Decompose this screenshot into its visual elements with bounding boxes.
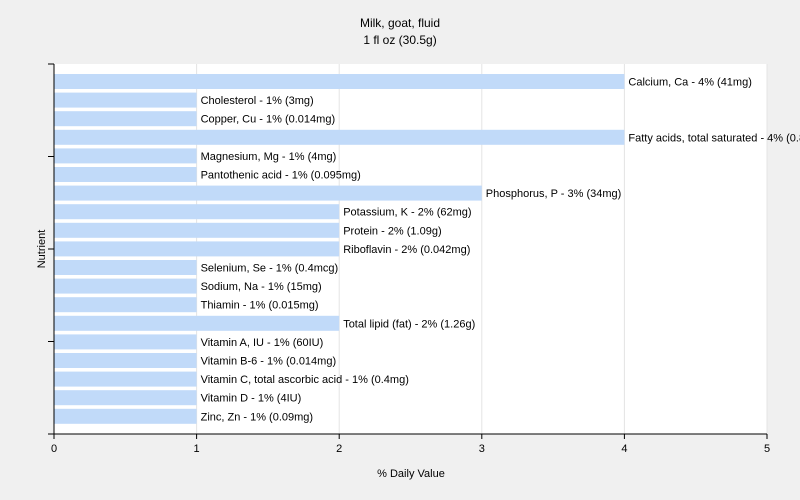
x-axis-label: % Daily Value <box>377 468 445 480</box>
bar <box>54 92 197 108</box>
x-tick-label: 0 <box>51 443 57 455</box>
chart-title: Milk, goat, fluid <box>360 16 440 30</box>
bar <box>54 148 197 164</box>
bar-data-label: Selenium, Se - 1% (0.4mcg) <box>201 263 339 275</box>
x-tick-label: 5 <box>764 443 770 455</box>
bar-data-label: Thiamin - 1% (0.015mg) <box>201 300 319 312</box>
axes: 0 1 2 3 4 5 <box>48 63 770 455</box>
bar <box>54 371 197 387</box>
bar-data-label: Protein - 2% (1.09g) <box>343 225 441 237</box>
bar-data-label: Riboflavin - 2% (0.042mg) <box>343 244 470 256</box>
bars <box>54 74 625 424</box>
bar <box>54 167 197 182</box>
bar <box>54 74 625 89</box>
bar <box>54 241 340 257</box>
bar-data-label: Vitamin B-6 - 1% (0.014mg) <box>201 356 337 368</box>
y-axis-label: Nutrient <box>36 230 48 269</box>
bar <box>54 315 340 331</box>
bar-data-label: Copper, Cu - 1% (0.014mg) <box>201 114 336 126</box>
bar <box>54 222 340 238</box>
bar-data-label: Zinc, Zn - 1% (0.09mg) <box>201 411 313 423</box>
bar-data-label: Fatty acids, total saturated - 4% (0.813… <box>628 132 800 144</box>
bar-data-label: Vitamin D - 1% (4IU) <box>201 393 302 405</box>
bar-data-label: Calcium, Ca - 4% (41mg) <box>628 77 751 89</box>
x-tick-label: 4 <box>621 443 627 455</box>
bar <box>54 408 197 424</box>
bar <box>54 353 197 368</box>
bar <box>54 390 197 406</box>
bar-data-label: Magnesium, Mg - 1% (4mg) <box>201 151 337 163</box>
bar <box>54 129 625 145</box>
bar-labels: Calcium, Ca - 4% (41mg) Cholesterol - 1% … <box>201 77 800 424</box>
bar <box>54 334 197 350</box>
bar <box>54 278 197 294</box>
bar-data-label: Sodium, Na - 1% (15mg) <box>201 281 322 293</box>
x-tick-label: 1 <box>194 443 200 455</box>
bar-data-label: Phosphorus, P - 3% (34mg) <box>486 188 622 200</box>
x-tick-label: 2 <box>336 443 342 455</box>
bar <box>54 111 197 127</box>
bar-data-label: Total lipid (fat) - 2% (1.26g) <box>343 318 475 330</box>
bar <box>54 185 482 201</box>
bar-data-label: Vitamin A, IU - 1% (60IU) <box>201 337 324 349</box>
bar <box>54 204 340 220</box>
bar <box>54 297 197 313</box>
bar-data-label: Cholesterol - 1% (3mg) <box>201 95 314 107</box>
x-tick-label: 3 <box>479 443 485 455</box>
chart-subtitle: 1 fl oz (30.5g) <box>363 33 436 47</box>
bar-data-label: Potassium, K - 2% (62mg) <box>343 207 471 219</box>
bar-data-label: Vitamin C, total ascorbic acid - 1% (0.4… <box>201 374 409 386</box>
bar-data-label: Pantothenic acid - 1% (0.095mg) <box>201 170 361 182</box>
bar <box>54 260 197 275</box>
